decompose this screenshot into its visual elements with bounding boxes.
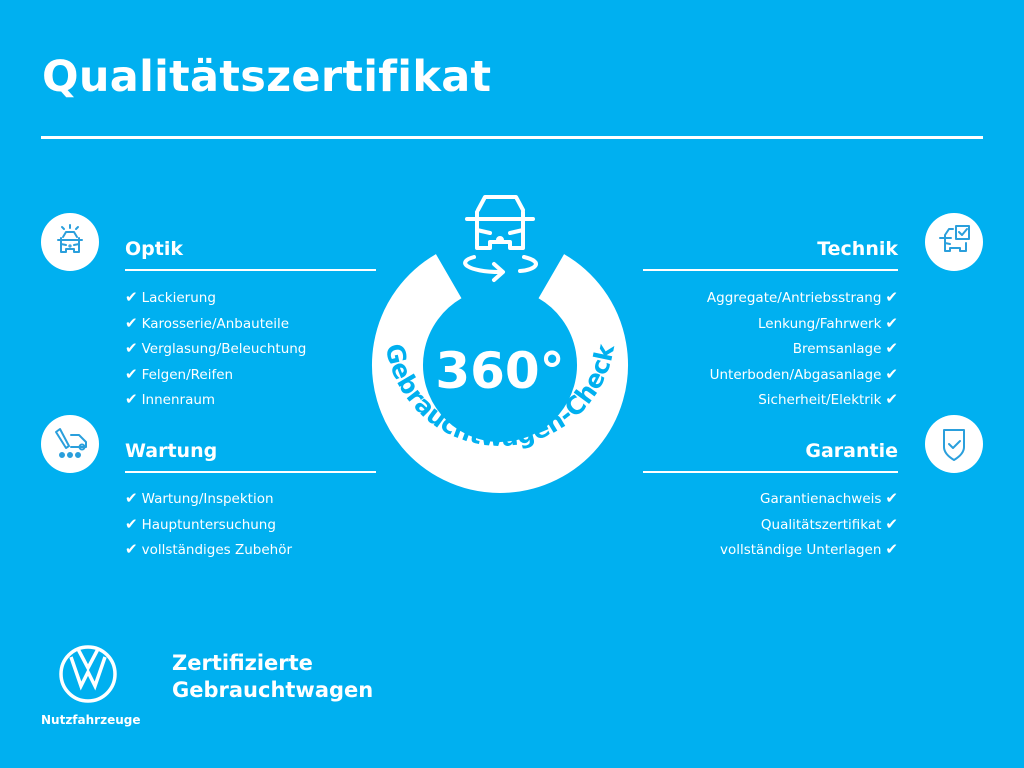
check-icon: ✔ [885,540,898,558]
check-icon: ✔ [885,288,898,306]
list-item: ✔ Lackierung [125,288,216,306]
ring [372,254,628,493]
list-item: Sicherheit/Elektrik ✔ [758,390,898,408]
section-title-optik: Optik [125,238,183,260]
section-divider [643,269,898,271]
check-icon: ✔ [125,390,138,408]
list-item: ✔ Verglasung/Beleuchtung [125,339,307,357]
degrees-label: 360° [435,342,564,400]
title-divider [41,136,983,139]
list-item: ✔ Innenraum [125,390,216,408]
technik-list: Aggregate/Antriebsstrang ✔ Lenkung/Fahrwe… [600,285,898,413]
check-icon: ✔ [125,364,138,383]
list-item: vollständige Unterlagen ✔ [719,540,898,558]
shield-check-icon [925,415,983,473]
check-icon: ✔ [885,364,898,383]
section-divider [643,471,898,473]
check-icon: ✔ [125,339,138,357]
check-icon: ✔ [125,540,138,558]
vw-logo [59,645,117,703]
list-item: ✔ Felgen/Reifen [125,364,234,383]
list-item: Garantienachweis ✔ [760,489,898,507]
check-icon: ✔ [125,489,138,507]
list-item: Lenkung/Fahrwerk ✔ [758,313,898,332]
check-icon: ✔ [885,390,898,408]
footer-tagline: Zertifizierte Gebrauchtwagen [172,651,374,702]
car-checklist-icon [925,213,983,271]
check-icon: ✔ [885,313,898,332]
car-front-lights-icon [41,213,99,271]
section-title-garantie: Garantie [805,440,898,462]
list-item: ✔ vollständiges Zubehör [125,540,293,558]
list-item: Bremsanlage ✔ [792,339,898,357]
check-icon: ✔ [885,339,898,357]
section-divider [125,471,376,473]
list-item: Qualitätszertifikat ✔ [760,514,898,533]
garantie-list: Garantienachweis ✔ Qualitätszertifikat ✔ v… [600,486,898,563]
check-icon: ✔ [885,489,898,507]
list-item: ✔ Wartung/Inspektion [125,489,274,507]
check-icon: ✔ [125,514,138,533]
list-item: ✔ Hauptuntersuchung [125,514,276,533]
list-item: Aggregate/Antriebsstrang ✔ [706,288,898,306]
section-title-wartung: Wartung [125,440,218,462]
van-wrench-icon [41,415,99,473]
check-icon: ✔ [125,288,138,306]
section-title-technik: Technik [817,238,898,260]
car-rotate-icon [463,195,538,282]
wartung-list: ✔ Wartung/Inspektion ✔ Hauptuntersuchung ✔… [125,486,292,563]
page-title: Qualitätszertifikat [42,52,492,102]
list-item: Unterboden/Abgasanlage ✔ [709,364,898,383]
check-icon: ✔ [885,514,898,533]
list-item: ✔ Karosserie/Anbauteile [125,313,290,332]
check-icon: ✔ [125,313,138,332]
optik-list: ✔ Lackierung ✔ Karosserie/Anbauteile ✔ Verg… [125,285,306,413]
brand-subtitle: Nutzfahrzeuge [41,713,141,727]
section-divider [125,269,376,271]
